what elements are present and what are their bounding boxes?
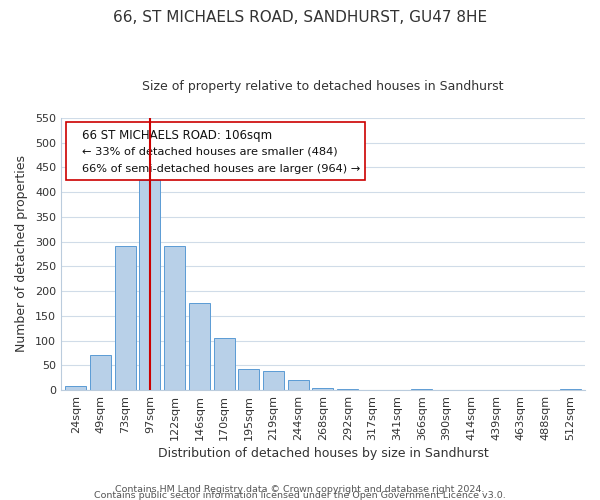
Title: Size of property relative to detached houses in Sandhurst: Size of property relative to detached ho… <box>142 80 504 93</box>
Bar <box>238 369 259 390</box>
FancyBboxPatch shape <box>66 122 365 180</box>
Text: 66, ST MICHAELS ROAD, SANDHURST, GU47 8HE: 66, ST MICHAELS ROAD, SANDHURST, GU47 8H… <box>113 10 487 25</box>
Bar <box>560 389 581 390</box>
Text: Contains HM Land Registry data © Crown copyright and database right 2024.: Contains HM Land Registry data © Crown c… <box>115 484 485 494</box>
Bar <box>313 388 334 390</box>
Y-axis label: Number of detached properties: Number of detached properties <box>15 156 28 352</box>
Text: ← 33% of detached houses are smaller (484): ← 33% of detached houses are smaller (48… <box>82 146 338 156</box>
Bar <box>288 380 309 390</box>
Text: Contains public sector information licensed under the Open Government Licence v3: Contains public sector information licen… <box>94 490 506 500</box>
Bar <box>263 372 284 390</box>
Bar <box>412 389 433 390</box>
Bar <box>337 388 358 390</box>
Text: 66 ST MICHAELS ROAD: 106sqm: 66 ST MICHAELS ROAD: 106sqm <box>82 128 272 141</box>
Text: 66% of semi-detached houses are larger (964) →: 66% of semi-detached houses are larger (… <box>82 164 360 174</box>
Bar <box>214 338 235 390</box>
Bar <box>115 246 136 390</box>
X-axis label: Distribution of detached houses by size in Sandhurst: Distribution of detached houses by size … <box>158 447 488 460</box>
Bar <box>164 246 185 390</box>
Bar <box>189 304 210 390</box>
Bar <box>90 356 111 390</box>
Bar <box>139 180 160 390</box>
Bar <box>65 386 86 390</box>
